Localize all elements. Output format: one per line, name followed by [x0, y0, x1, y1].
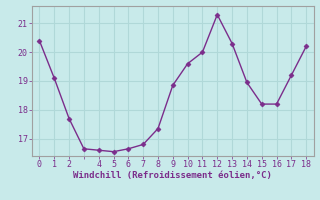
X-axis label: Windchill (Refroidissement éolien,°C): Windchill (Refroidissement éolien,°C): [73, 171, 272, 180]
